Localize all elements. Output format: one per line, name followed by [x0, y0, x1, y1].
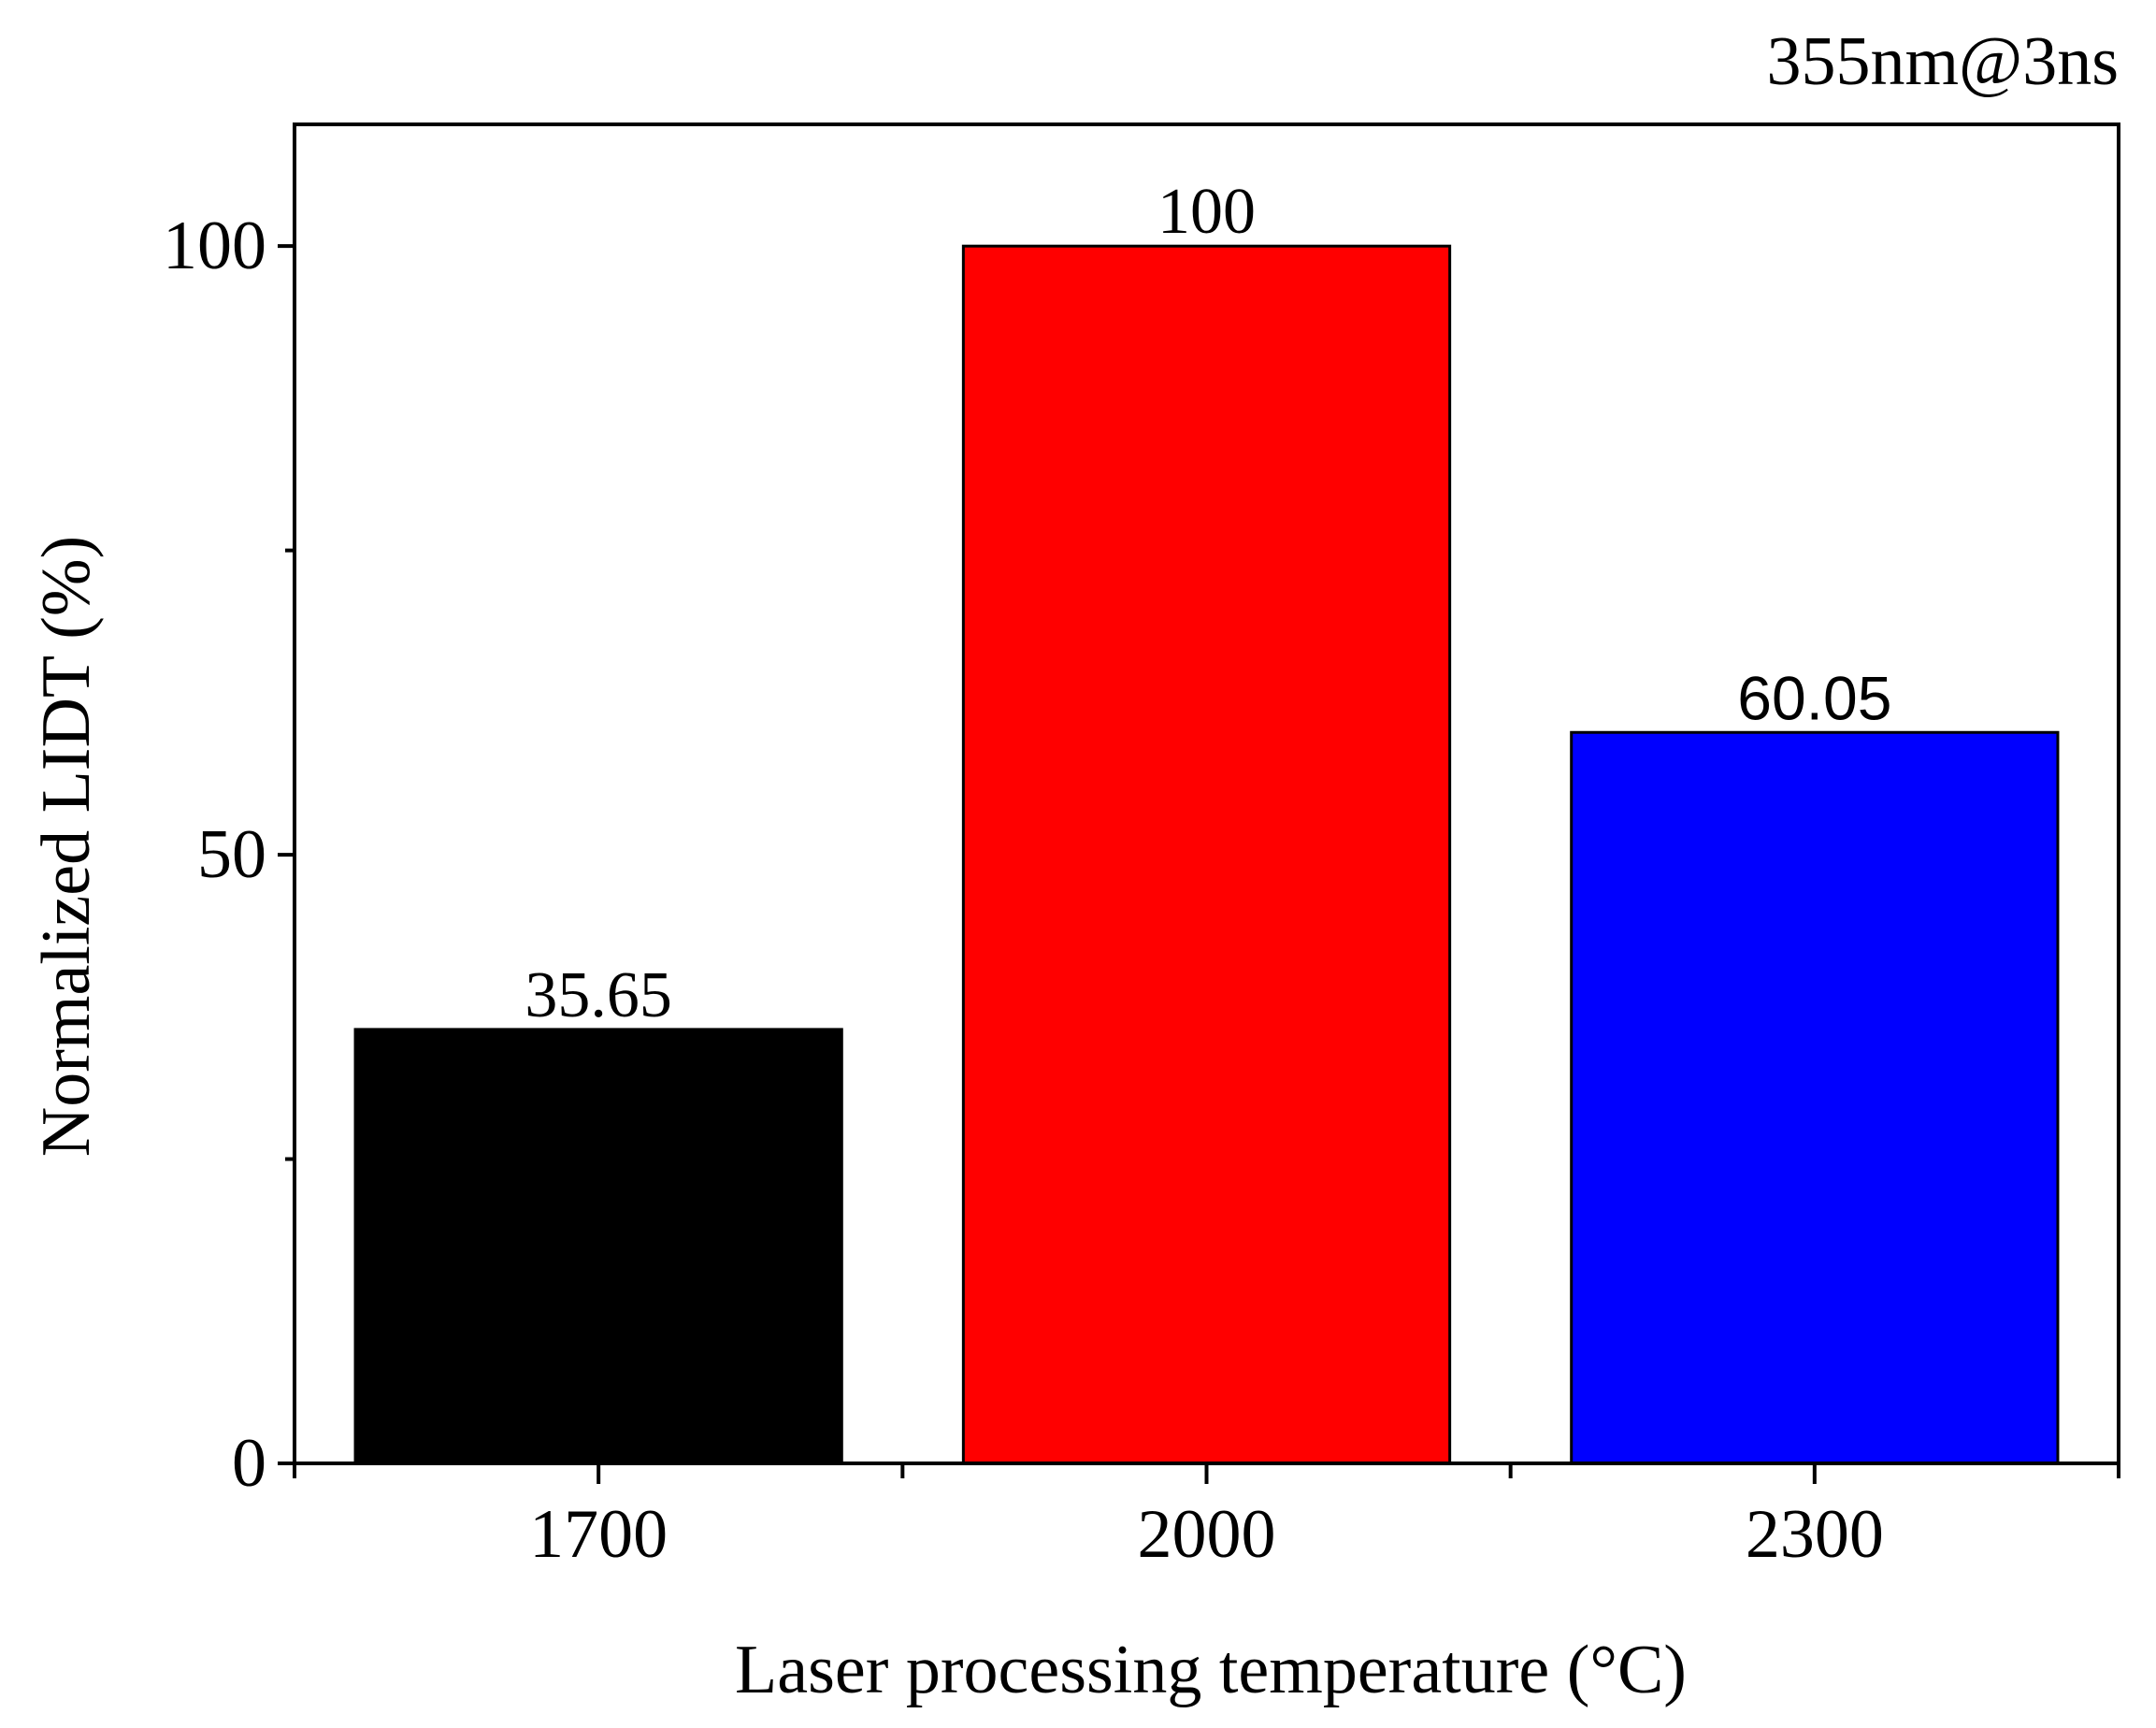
data-label-2000: 100 [1157, 176, 1256, 248]
y-tick-label-0: 0 [232, 1425, 266, 1502]
chart-title: 355nm@3ns [1766, 23, 2119, 100]
bar-2300 [1570, 730, 2060, 1465]
bar-2000 [961, 244, 1452, 1465]
y-tick-label-100: 100 [163, 208, 266, 284]
x-tick-label-2000: 2000 [1138, 1496, 1276, 1573]
y-tick-label-50: 50 [197, 816, 266, 893]
y-axis-label: Normalized LIDT (%) [28, 536, 105, 1157]
x-tick-label-1700: 1700 [529, 1496, 668, 1573]
axes-layer: 0 50 100 1700 2000 2300 [163, 122, 2120, 1573]
bar-1700 [353, 1028, 843, 1465]
data-label-1700: 35.65 [525, 959, 672, 1031]
data-label-2300: 60.05 [1737, 663, 1891, 732]
data-labels-layer: 35.65 100 60.05 [525, 176, 1891, 1031]
x-tick-label-2300: 2300 [1746, 1496, 1884, 1573]
bars-layer [353, 244, 2060, 1465]
x-axis-label: Laser processing temperature (°C) [735, 1632, 1687, 1708]
